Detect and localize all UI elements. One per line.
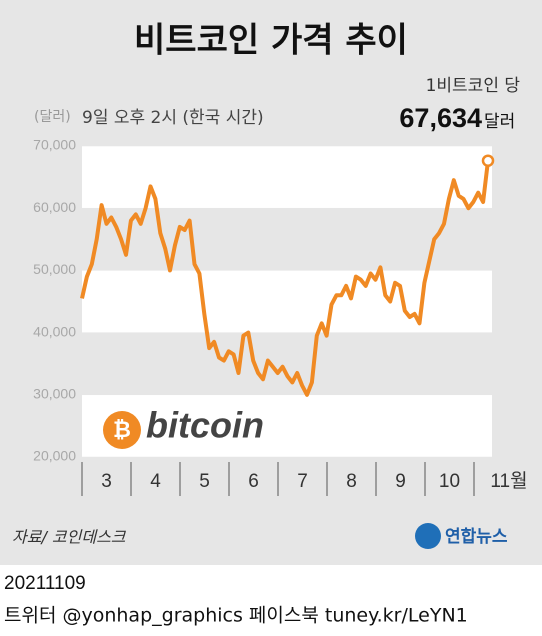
x-tick-label: 9	[395, 471, 406, 492]
logo-symbol: ₿	[113, 417, 131, 442]
subtitle: 9일 오후 2시 (한국 시간)	[82, 108, 264, 128]
x-tick-label: 4	[150, 471, 161, 492]
y-tick-label: 40,000	[33, 323, 76, 339]
annotation-value: 67,634	[399, 103, 482, 133]
price-line	[80, 160, 490, 397]
x-tick-label: 6	[248, 471, 259, 492]
x-tick-label: 5	[199, 471, 210, 492]
logo-icon	[103, 411, 141, 449]
date: 20211109	[4, 573, 86, 594]
annotation-label: 1비트코인 당	[426, 76, 521, 96]
x-tick-label: 10	[439, 471, 460, 492]
x-tick-label: 8	[346, 471, 357, 492]
y-label: (달러)	[34, 109, 71, 125]
x-tick-label: 11월	[490, 470, 527, 492]
band	[82, 146, 492, 209]
x-tick-label: 3	[101, 471, 112, 492]
y-tick-label: 70,000	[33, 137, 76, 153]
band	[82, 270, 492, 333]
last-point	[481, 154, 495, 167]
plot: 20,000 30,000 40,000 50,000 60,000 70,000 3 4 5 6…	[33, 137, 528, 496]
y-tick-label: 30,000	[33, 386, 76, 402]
source: 자료/ 코인데스크	[12, 528, 127, 547]
x-tick-label: 7	[297, 471, 308, 492]
agency: 연합뉴스	[445, 526, 508, 547]
band	[82, 394, 492, 457]
y-tick-label: 20,000	[33, 448, 76, 464]
logo-text: bitcoin	[146, 405, 264, 446]
chart-title: 비트코인 가격 추이	[134, 21, 408, 61]
agency-icon	[415, 523, 441, 549]
annotation-unit: 달러	[484, 112, 515, 132]
social: 트위터 @yonhap_graphics 페이스북 tuney.kr/LeYN1	[4, 605, 468, 627]
y-tick-label: 50,000	[33, 261, 76, 277]
y-tick-label: 60,000	[33, 199, 76, 215]
